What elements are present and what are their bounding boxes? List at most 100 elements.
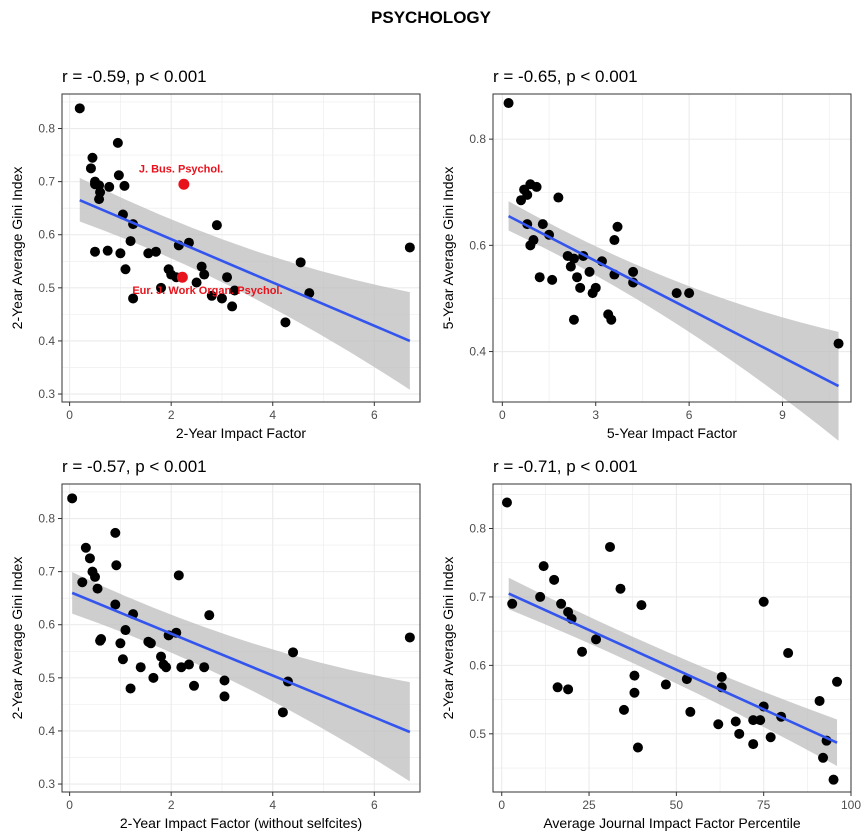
x-tick-label: 3 (592, 408, 599, 422)
data-point (119, 180, 130, 191)
x-tick-label: 4 (269, 408, 276, 422)
panel-2yr-impact-no-selfcites: r = -0.57, p < 0.001 0 2 4 6 0.3 0.4 0.5 0.6 0.7 0… (0, 452, 431, 839)
scatter-jif-percentile: r = -0.71, p < 0.001 0 25 50 75 100 0.5 0.6 0.7 0… (440, 457, 861, 831)
confidence-band (79, 177, 410, 390)
data-point (117, 654, 128, 665)
data-point (90, 179, 101, 190)
data-point (525, 240, 536, 251)
x-axis-label: 2-Year Impact Factor (176, 425, 307, 441)
data-point (629, 670, 640, 681)
regression-line (79, 199, 411, 343)
data-point (556, 598, 567, 609)
data-point (115, 248, 126, 259)
plot-border (61, 93, 421, 403)
data-point (572, 272, 583, 283)
data-point (730, 716, 741, 727)
y-tick-label: 0.8 (469, 132, 486, 146)
y-axis-label: 2-Year Average Gini Index (440, 557, 456, 720)
x-tick-label: 0 (498, 798, 505, 812)
data-point (90, 571, 101, 582)
data-point (531, 181, 542, 192)
stat-label: r = -0.71, p < 0.001 (493, 457, 638, 476)
x-axis-label: 2-Year Impact Factor (without selfcites) (120, 815, 362, 831)
regression-line (71, 591, 411, 734)
data-point (713, 719, 724, 730)
data-point (404, 632, 415, 643)
data-point (161, 662, 172, 673)
data-point (288, 647, 299, 658)
regression-line (507, 214, 840, 388)
data-point (553, 192, 564, 203)
stat-label: r = -0.65, p < 0.001 (493, 67, 638, 86)
data-point (125, 683, 136, 694)
data-point (833, 338, 844, 349)
data-point (660, 679, 671, 690)
data-point (507, 598, 518, 609)
x-tick-label: 75 (757, 798, 771, 812)
data-point (183, 659, 194, 670)
data-point (716, 672, 727, 683)
data-point (135, 662, 146, 673)
y-tick-label: 0.4 (469, 345, 486, 359)
data-point (684, 288, 695, 299)
data-point (758, 596, 769, 607)
y-tick-label: 0.6 (469, 658, 486, 672)
plot-border (492, 483, 852, 793)
y-tick-label: 0.7 (469, 590, 486, 604)
data-point (584, 266, 595, 277)
data-point (77, 577, 88, 588)
data-point (143, 248, 154, 259)
data-point (547, 274, 558, 285)
data-point (280, 317, 291, 328)
data-point (219, 675, 230, 686)
data-point (609, 235, 620, 246)
data-point (577, 646, 588, 657)
plot-border (61, 483, 421, 793)
data-point (538, 561, 549, 572)
data-point (549, 574, 560, 585)
data-point (748, 715, 759, 726)
y-tick-label: 0.7 (38, 565, 55, 579)
y-tick-label: 0.4 (38, 334, 55, 348)
confidence-band (72, 572, 410, 782)
data-point (206, 290, 217, 301)
figure-title: PSYCHOLOGY (371, 8, 491, 27)
data-point (156, 651, 167, 662)
x-tick-label: 9 (779, 408, 786, 422)
data-point (552, 682, 563, 693)
data-point (199, 269, 210, 280)
stat-label: r = -0.59, p < 0.001 (62, 67, 207, 86)
data-point (612, 221, 623, 232)
data-point (199, 662, 210, 673)
data-point (632, 742, 643, 753)
data-point (734, 728, 745, 739)
x-tick-label: 50 (670, 798, 684, 812)
data-point (605, 541, 616, 552)
x-tick-label: 2 (168, 798, 175, 812)
data-point (120, 625, 131, 636)
data-point (755, 715, 766, 726)
data-point (628, 266, 639, 277)
y-tick-label: 0.5 (469, 727, 486, 741)
y-tick-label: 0.5 (38, 281, 55, 295)
data-point (92, 583, 103, 594)
data-point (828, 774, 839, 785)
data-point (629, 687, 640, 698)
data-point (568, 253, 579, 264)
data-point (204, 610, 215, 621)
data-point (537, 219, 548, 230)
x-tick-label: 0 (499, 408, 506, 422)
data-point (565, 261, 576, 272)
plot-background (493, 484, 851, 792)
x-axis-label: 5-Year Impact Factor (607, 425, 738, 441)
data-point (96, 634, 107, 645)
data-point (102, 245, 113, 256)
x-tick-label: 0 (66, 408, 73, 422)
y-tick-label: 0.8 (38, 512, 55, 526)
data-point (501, 497, 512, 508)
y-tick-label: 0.6 (469, 238, 486, 252)
scatter-5yr-impact: r = -0.65, p < 0.001 0 3 6 9 0.4 0.6 0.8 5-Year … (440, 67, 852, 441)
data-point (671, 288, 682, 299)
data-point (173, 570, 184, 581)
data-point (145, 638, 156, 649)
